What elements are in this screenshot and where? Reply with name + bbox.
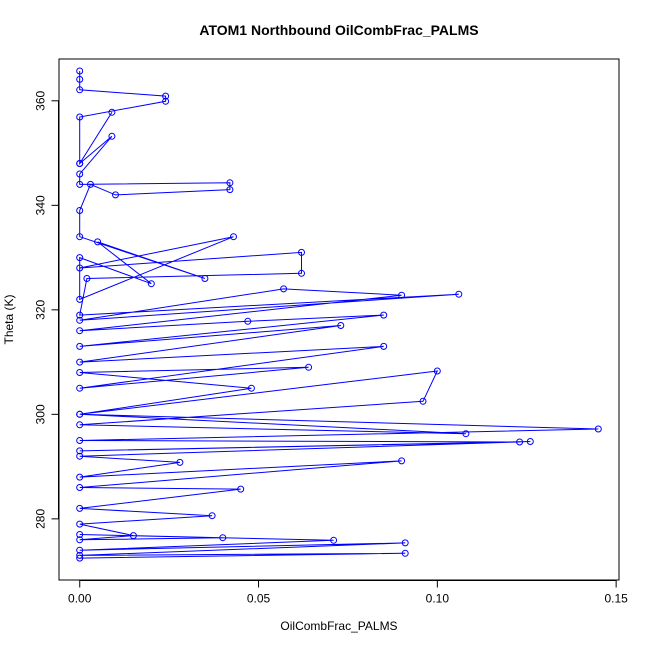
- data-point: [219, 534, 227, 542]
- data-point: [162, 97, 170, 105]
- data-point: [76, 316, 84, 324]
- x-axis: 0.00 0.05 0.10 0.15: [68, 580, 628, 606]
- data-point: [162, 92, 170, 100]
- data-point: [433, 367, 441, 375]
- data-point: [176, 458, 184, 466]
- data-point: [247, 384, 255, 392]
- data-point: [230, 233, 237, 241]
- data-point: [401, 549, 409, 557]
- data-point: [76, 342, 84, 350]
- data-point: [129, 532, 137, 540]
- data-point: [398, 457, 406, 465]
- y-tick-label: 320: [34, 300, 48, 320]
- y-tick-label: 280: [34, 509, 48, 529]
- data-point: [76, 520, 84, 528]
- data-point: [594, 425, 602, 433]
- y-axis-label: Theta (K): [2, 294, 16, 344]
- data-point: [76, 410, 84, 418]
- y-tick-label: 300: [34, 404, 48, 424]
- data-point: [76, 437, 84, 444]
- chart-title: ATOM1 Northbound OilCombFrac_PALMS: [199, 22, 478, 38]
- data-point: [76, 452, 84, 460]
- data-point: [83, 275, 91, 282]
- data-point: [76, 536, 84, 544]
- y-tick-label: 340: [34, 195, 48, 215]
- series-layer: [76, 67, 602, 562]
- data-point: [76, 86, 84, 94]
- data-point: [76, 180, 84, 188]
- data-point: [76, 170, 84, 178]
- data-point: [108, 132, 116, 140]
- data-point: [298, 248, 305, 256]
- data-point: [76, 358, 84, 366]
- data-point: [76, 327, 84, 335]
- data-point: [208, 512, 216, 520]
- data-point: [76, 421, 84, 429]
- data-point: [76, 207, 84, 214]
- data-point: [76, 384, 84, 392]
- data-point: [280, 285, 288, 293]
- data-point: [76, 531, 84, 538]
- series-line: [79, 71, 599, 559]
- data-point: [76, 254, 84, 262]
- data-point: [455, 290, 463, 298]
- data-point: [419, 397, 427, 405]
- data-point: [380, 342, 388, 350]
- data-point: [330, 536, 338, 544]
- data-point: [76, 504, 84, 512]
- data-point: [516, 438, 524, 446]
- data-point: [76, 551, 84, 559]
- data-point: [201, 275, 209, 282]
- x-tick-label: 0.15: [604, 592, 628, 606]
- x-tick-label: 0.05: [247, 592, 271, 606]
- data-point: [401, 539, 409, 547]
- data-point: [226, 186, 234, 194]
- data-point: [76, 113, 84, 121]
- data-point: [76, 473, 84, 481]
- data-point: [226, 179, 234, 187]
- data-point: [337, 322, 345, 329]
- data-point: [76, 264, 84, 272]
- data-point: [76, 160, 84, 167]
- data-point: [76, 75, 84, 83]
- data-point: [398, 291, 406, 299]
- x-tick-label: 0.00: [68, 592, 92, 606]
- data-point: [147, 280, 155, 288]
- data-point: [94, 238, 102, 246]
- data-point: [87, 180, 94, 188]
- data-point: [76, 554, 84, 562]
- data-point: [76, 311, 84, 319]
- data-point: [380, 311, 388, 319]
- data-point: [237, 485, 245, 493]
- data-point: [244, 317, 252, 325]
- data-point: [112, 191, 119, 199]
- data-point: [76, 369, 84, 376]
- data-point: [76, 546, 84, 554]
- data-point: [462, 430, 470, 438]
- data-point: [298, 269, 305, 277]
- data-point: [76, 295, 84, 303]
- data-point: [526, 438, 534, 445]
- x-axis-label: OilCombFrac_PALMS: [280, 619, 397, 633]
- y-axis: 280 300 320 340 360: [34, 90, 59, 529]
- y-tick-label: 360: [34, 90, 48, 110]
- data-point: [76, 233, 84, 241]
- data-point: [76, 67, 84, 75]
- data-point: [76, 484, 84, 491]
- x-tick-label: 0.10: [426, 592, 450, 606]
- data-point: [76, 447, 84, 455]
- data-point: [305, 363, 313, 371]
- data-point: [108, 108, 116, 116]
